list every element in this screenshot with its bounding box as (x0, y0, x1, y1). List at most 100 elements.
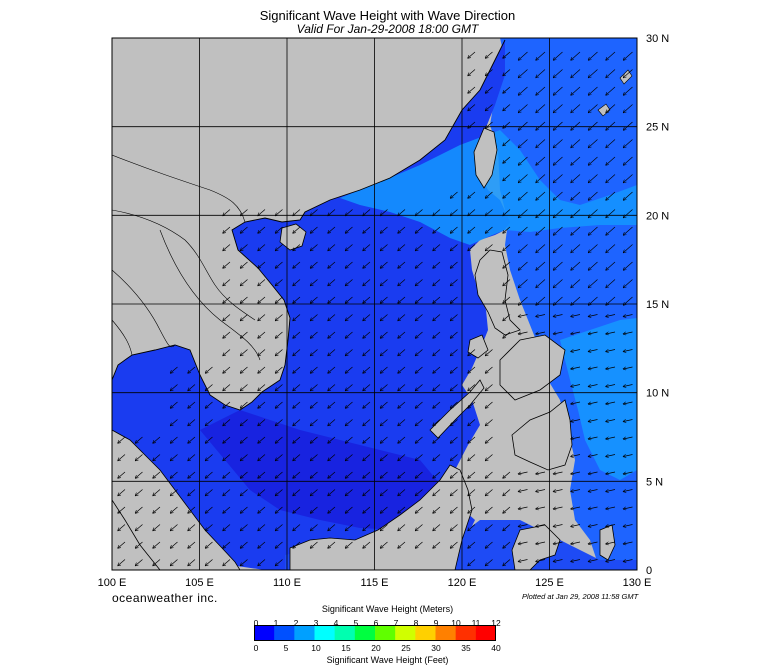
wave-direction-arrow (536, 121, 546, 130)
wave-direction-arrow (398, 471, 406, 478)
wave-direction-arrow (398, 331, 406, 338)
wave-direction-arrow (486, 226, 493, 233)
wave-direction-arrow (381, 401, 388, 408)
longitude-label: 115 E (361, 577, 389, 589)
wave-direction-arrow (554, 104, 563, 113)
wave-direction-arrow (188, 454, 196, 461)
wave-direction-arrow (468, 436, 476, 443)
wave-direction-arrow (311, 244, 318, 251)
wave-direction-arrow (311, 314, 318, 321)
wave-direction-arrow (554, 139, 563, 148)
wave-direction-arrow (363, 489, 371, 496)
wave-direction-arrow (136, 506, 143, 513)
wave-direction-arrow (363, 541, 371, 548)
wave-direction-arrow (519, 104, 528, 113)
wave-direction-arrow (503, 51, 511, 58)
wave-direction-arrow (433, 489, 441, 496)
wave-direction-arrow (398, 314, 406, 321)
wave-direction-arrow (363, 384, 371, 391)
wave-direction-arrow (554, 541, 563, 544)
wave-direction-arrow (188, 559, 196, 566)
wave-direction-arrow (293, 436, 301, 443)
wave-direction-arrow (381, 436, 388, 443)
wave-direction-arrow (223, 541, 231, 548)
wave-direction-arrow (223, 244, 231, 251)
wave-direction-arrow (571, 139, 581, 148)
wave-direction-arrow (571, 349, 581, 352)
wave-direction-arrow (451, 279, 458, 286)
wave-direction-arrow (606, 244, 616, 253)
wave-direction-arrow (416, 471, 423, 478)
wave-direction-arrow (589, 349, 598, 352)
wave-direction-arrow (589, 314, 598, 317)
wave-direction-arrow (258, 349, 266, 356)
wave-direction-arrow (258, 296, 266, 303)
wave-direction-arrow (486, 384, 493, 391)
wave-direction-arrow (624, 226, 633, 235)
wave-direction-arrow (554, 559, 563, 562)
wave-direction-arrow (276, 559, 283, 566)
wave-direction-arrow (503, 139, 511, 146)
wave-direction-arrow (486, 69, 493, 76)
latitude-label: 5 N (646, 476, 663, 488)
wave-direction-arrow (536, 506, 546, 509)
wave-direction-arrow (223, 524, 231, 531)
wave-direction-arrow (606, 349, 616, 352)
wave-direction-arrow (571, 314, 581, 317)
legend-meters-tick: 10 (451, 618, 461, 628)
wave-direction-arrow (606, 174, 616, 183)
wave-direction-arrow (328, 331, 336, 338)
wave-direction-arrow (554, 314, 563, 317)
wave-direction-arrow (536, 209, 546, 218)
wave-direction-arrow (223, 471, 231, 478)
wave-direction-arrow (451, 366, 458, 373)
wave-direction-arrow (503, 209, 511, 216)
wave-direction-arrow (258, 541, 266, 548)
latitude-label: 10 N (646, 388, 669, 400)
wave-direction-arrow (519, 86, 528, 95)
wave-direction-arrow (606, 524, 616, 527)
wave-direction-arrow (486, 209, 493, 216)
wave-direction-arrow (536, 139, 546, 148)
wave-direction-arrow (503, 191, 511, 198)
wave-direction-arrow (519, 121, 528, 130)
wave-direction-arrow (589, 489, 598, 492)
wave-direction-arrow (416, 331, 423, 338)
wave-direction-arrow (624, 139, 633, 148)
legend-meters-title: Significant Wave Height (Meters) (321, 604, 454, 614)
wave-direction-arrow (433, 261, 441, 268)
wave-direction-arrow (416, 401, 423, 408)
latitude-label: 0 (646, 565, 652, 577)
wave-direction-arrow (328, 471, 336, 478)
wave-direction-arrow (468, 349, 476, 356)
wave-direction-arrow (171, 436, 178, 443)
wave-direction-arrow (223, 454, 231, 461)
wave-direction-arrow (433, 384, 441, 391)
wave-direction-arrow (519, 489, 528, 492)
wave-direction-arrow (451, 314, 458, 321)
wave-direction-arrow (398, 209, 406, 216)
wave-direction-arrow (571, 104, 581, 113)
map-subtitle: Valid For Jan-29-2008 18:00 GMT (296, 22, 479, 36)
wave-direction-arrow (624, 314, 633, 317)
wave-direction-arrow (536, 471, 546, 474)
wave-direction-arrow (241, 331, 248, 338)
wave-direction-arrow (606, 69, 616, 78)
wave-direction-arrow (363, 366, 371, 373)
wave-direction-arrow (223, 366, 231, 373)
wave-direction-arrow (536, 559, 546, 562)
wave-direction-arrow (624, 121, 633, 130)
wave-direction-arrow (381, 261, 388, 268)
wave-direction-arrow (381, 506, 388, 513)
wave-direction-arrow (624, 261, 633, 270)
wave-direction-arrow (241, 244, 248, 251)
wave-direction-arrow (311, 419, 318, 426)
wave-direction-arrow (241, 524, 248, 531)
wave-direction-arrow (206, 436, 213, 443)
wave-direction-arrow (398, 279, 406, 286)
wave-direction-arrow (188, 419, 196, 426)
wave-direction-arrow (311, 279, 318, 286)
wave-direction-arrow (381, 471, 388, 478)
latitude-label: 30 N (646, 33, 669, 45)
